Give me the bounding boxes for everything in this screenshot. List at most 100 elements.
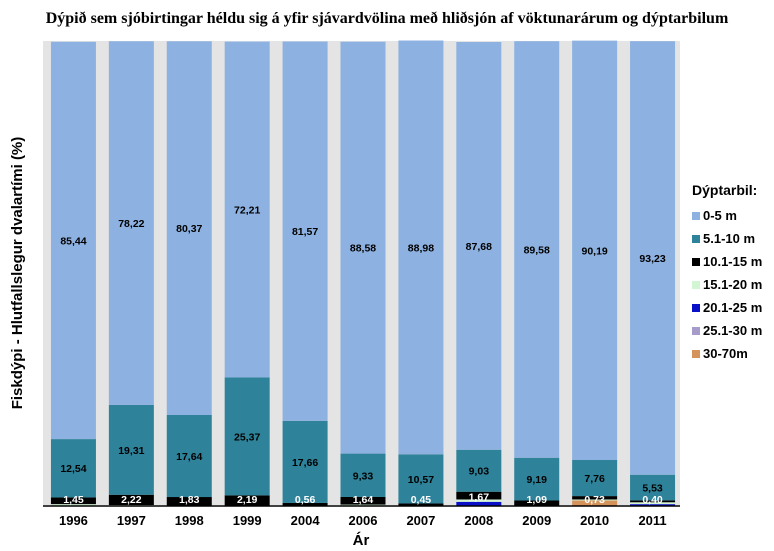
legend-swatch <box>692 303 700 312</box>
data-label-10-15m-2011: 0,40 <box>642 494 663 506</box>
bar-segment-15-1-20-m-2010 <box>572 499 618 501</box>
bar-segment-20-1-25-m-2008 <box>456 501 502 506</box>
legend-items: 0-5 m 5.1-10 m 10.1-15 m 15.1-20 m 20.1-25 m… <box>692 204 762 365</box>
x-tick-2006: 2006 <box>349 513 378 528</box>
x-tick-1996: 1996 <box>59 513 88 528</box>
bar-segment-10-1-15-m-1998 <box>166 497 212 506</box>
legend-swatch <box>692 211 700 220</box>
bar-segment-15-1-20-m-2011 <box>630 502 676 505</box>
x-tick-2007: 2007 <box>406 513 435 528</box>
chart-title: Dýpið sem sjóbirtingar héldu sig á yfir … <box>45 10 729 27</box>
x-tick-2011: 2011 <box>638 513 666 528</box>
bar-segment-0-5-m-1997 <box>108 41 154 405</box>
bar-segment-10-1-15-m-1997 <box>108 494 154 506</box>
legend-item-30-70m: 30-70m <box>692 342 762 365</box>
data-label-5-10m-2009: 9,19 <box>527 474 548 486</box>
legend: Dýptarbil: 0-5 m 5.1-10 m 10.1-15 m 15.1-20… <box>692 182 762 365</box>
bar-segment-10-1-15-m-2009 <box>514 500 560 506</box>
data-label-5-10m-1999: 25,37 <box>234 431 260 443</box>
bar-segment-15-1-20-m-2008 <box>456 499 502 502</box>
legend-label: 5.1-10 m <box>703 231 756 246</box>
legend-item-5-1-10-m: 5.1-10 m <box>692 227 762 250</box>
x-tick-1997: 1997 <box>117 513 146 528</box>
data-label-10-15m-2007: 0,45 <box>411 494 432 506</box>
legend-label: 15.1-20 m <box>703 277 763 292</box>
bar-segment-5-1-10-m-2004 <box>282 420 328 503</box>
bar-segment-0-5-m-2006 <box>340 41 386 454</box>
bar-segment-0-5-m-2007 <box>398 40 444 455</box>
legend-swatch <box>692 234 700 243</box>
bar-segment-5-1-10-m-2007 <box>398 454 444 504</box>
legend-item-20-1-25-m: 20.1-25 m <box>692 296 762 319</box>
bar-segment-5-1-10-m-1998 <box>166 415 212 498</box>
data-label-5-10m-2008: 9,03 <box>469 466 490 478</box>
bar-segment-5-1-10-m-2010 <box>572 460 618 497</box>
data-labels-group: 85,44 12,54 1,45 78,22 19,31 2,22 80,37 17,64 1,… <box>60 204 666 506</box>
data-label-0-5m-2007: 88,98 <box>408 242 434 254</box>
legend-item-0-5-m: 0-5 m <box>692 204 762 227</box>
legend-label: 10.1-15 m <box>703 254 763 269</box>
bar-segment-0-5-m-2010 <box>572 40 618 461</box>
bar-segment-10-1-15-m-2004 <box>282 502 328 506</box>
data-label-5-10m-2010: 7,76 <box>584 473 605 485</box>
legend-swatch <box>692 326 700 335</box>
bar-segment-0-5-m-1996 <box>50 41 96 440</box>
legend-label: 25.1-30 m <box>703 323 763 338</box>
data-label-5-10m-2004: 17,66 <box>292 457 318 469</box>
bar-segment-10-1-15-m-2007 <box>398 503 444 506</box>
bars-group <box>50 40 676 506</box>
data-label-10-15m-1998: 1,83 <box>179 494 200 506</box>
bar-segment-10-1-15-m-1999 <box>224 495 270 506</box>
y-axis-label: Fiskdýpi - Hlutfallslegur dvalartími (%) <box>9 137 26 410</box>
bar-segment-10-1-15-m-2011 <box>630 500 676 503</box>
bar-segment-0-5-m-2004 <box>282 41 328 421</box>
bar-segment-10-1-15-m-2008 <box>456 491 502 500</box>
data-label-0-5m-1996: 85,44 <box>60 235 86 247</box>
data-label-5-10m-1996: 12,54 <box>60 463 86 475</box>
legend-swatch <box>692 349 700 358</box>
bar-segment-0-5-m-1999 <box>224 41 270 378</box>
data-label-5-10m-2007: 10,57 <box>408 474 434 486</box>
legend-swatch <box>692 280 700 289</box>
data-label-0-5m-1998: 80,37 <box>176 223 202 235</box>
x-tick-2009: 2009 <box>522 513 551 528</box>
data-label-5-10m-1998: 17,64 <box>176 451 202 463</box>
data-label-10-15m-2004: 0,56 <box>295 494 316 506</box>
data-label-10-15m-1996: 1,45 <box>63 494 84 506</box>
x-tick-2010: 2010 <box>580 513 609 528</box>
x-tick-2004: 2004 <box>291 513 321 528</box>
data-label-10-15m-1997: 2,22 <box>121 494 142 506</box>
x-tick-2008: 2008 <box>464 513 493 528</box>
x-axis-label: Ár <box>353 532 370 549</box>
data-label-0-5m-1997: 78,22 <box>118 218 144 230</box>
bar-segment-10-1-15-m-2006 <box>340 496 386 505</box>
data-label-0-5m-2006: 88,58 <box>350 243 376 255</box>
x-tick-1999: 1999 <box>233 513 262 528</box>
legend-label: 0-5 m <box>703 208 737 223</box>
legend-item-25-1-30-m: 25.1-30 m <box>692 319 762 342</box>
bar-segment-0-5-m-1998 <box>166 41 212 415</box>
bar-segment-0-5-m-2009 <box>514 41 560 458</box>
data-label-0-5m-2009: 89,58 <box>524 244 550 256</box>
bar-segment-5-1-10-m-2009 <box>514 457 560 501</box>
legend-item-10-1-15-m: 10.1-15 m <box>692 250 762 273</box>
legend-label: 20.1-25 m <box>703 300 763 315</box>
data-label-10-15m-2010: 0,73 <box>584 494 605 506</box>
bar-segment-30-70m-2010 <box>572 500 618 506</box>
data-label-5-10m-2011: 5,53 <box>642 483 663 495</box>
data-label-0-5m-2010: 90,19 <box>581 245 607 257</box>
legend-swatch <box>692 257 700 266</box>
bar-segment-5-1-10-m-1997 <box>108 404 154 495</box>
data-label-0-5m-2008: 87,68 <box>466 241 492 253</box>
bar-segment-10-1-15-m-2010 <box>572 496 618 500</box>
bar-segment-5-1-10-m-2011 <box>630 474 676 501</box>
bar-segment-0-5-m-2008 <box>456 42 502 450</box>
data-label-0-5m-1999: 72,21 <box>234 204 260 216</box>
legend-title: Dýptarbil: <box>692 182 758 198</box>
data-label-5-10m-2006: 9,33 <box>353 470 374 482</box>
legend-label: 30-70m <box>703 346 748 361</box>
x-tick-1998: 1998 <box>175 513 204 528</box>
bar-segment-5-1-10-m-2008 <box>456 449 502 492</box>
bar-segment-10-1-15-m-1996 <box>50 497 96 505</box>
